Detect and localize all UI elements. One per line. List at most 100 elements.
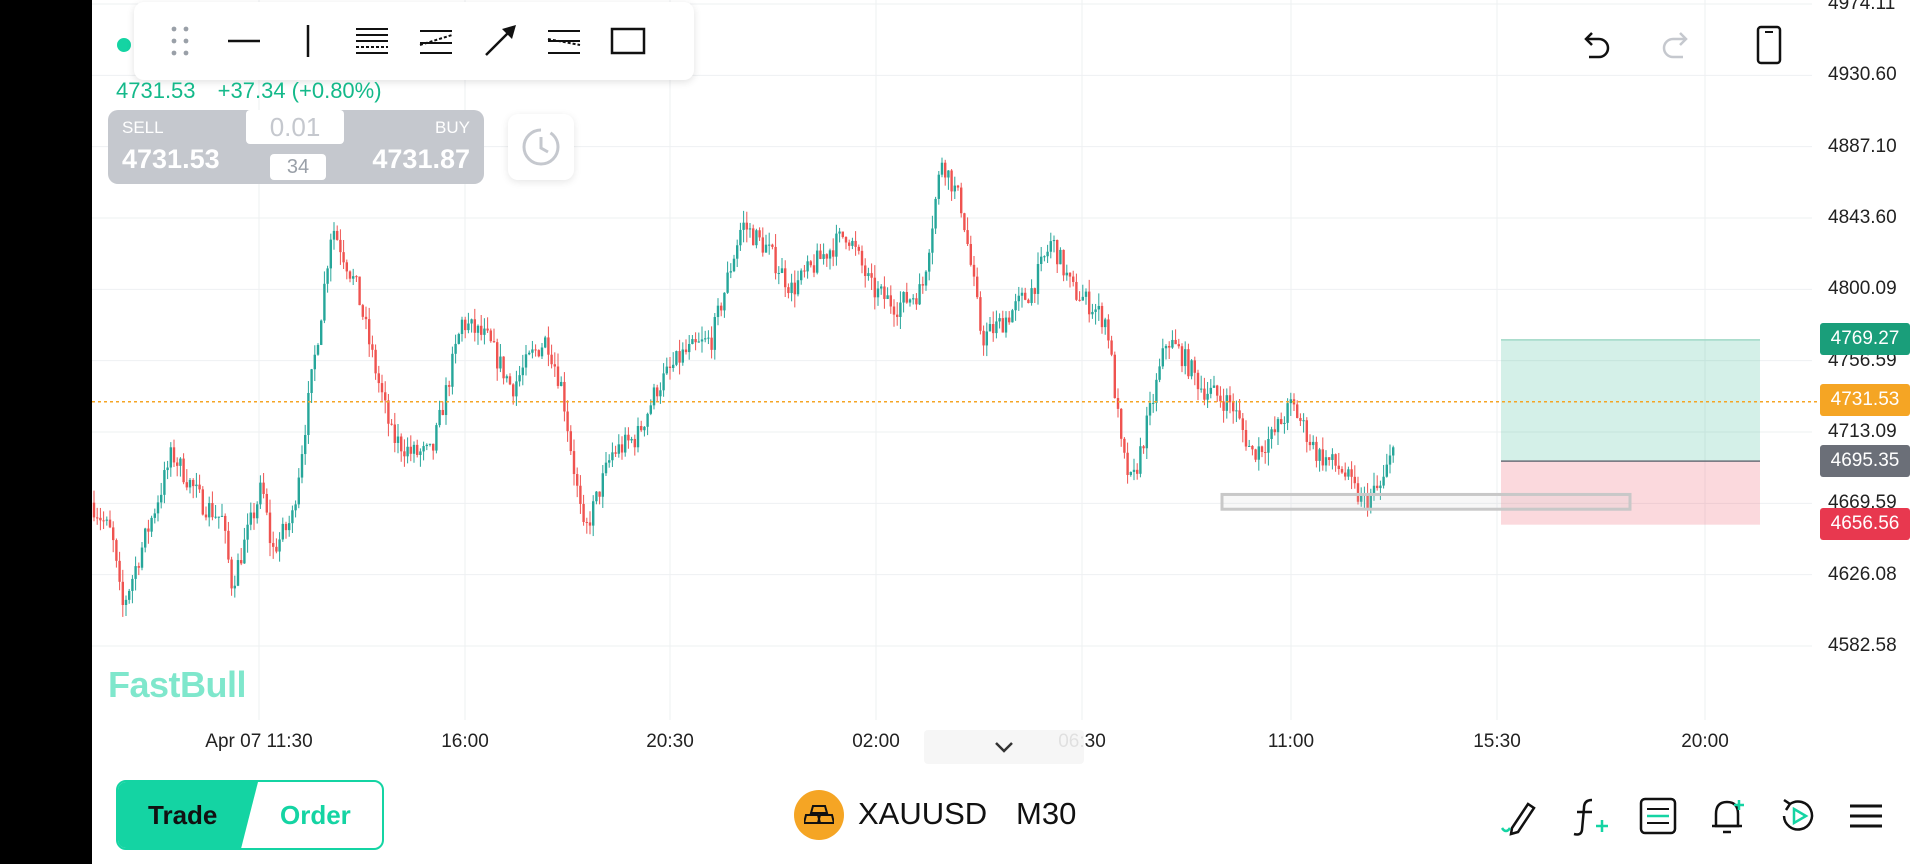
history-clock-button[interactable] [508, 114, 574, 180]
replay-button[interactable] [1774, 792, 1822, 840]
candle-body [1040, 256, 1043, 264]
candle-body [416, 444, 419, 455]
candle-body [470, 319, 473, 324]
stop-loss-tag[interactable]: 4656.56 [1820, 508, 1910, 540]
rotate-screen-button[interactable] [1744, 20, 1794, 70]
candle-body [176, 462, 179, 466]
arrow-icon[interactable] [468, 11, 532, 71]
symbol-selector[interactable]: XAUUSD [858, 796, 988, 831]
candle-body [825, 254, 828, 259]
candle-body [774, 246, 777, 274]
candle-body [1235, 410, 1238, 412]
candle-body [256, 504, 259, 519]
candle-body [460, 319, 464, 335]
candle-body [928, 252, 931, 272]
drawing-tools-button[interactable] [1496, 792, 1544, 840]
fib-retracement-icon[interactable] [532, 11, 596, 71]
templates-button[interactable] [1634, 792, 1682, 840]
timeframe-selector[interactable]: M30 [1016, 796, 1077, 831]
candle-body [1280, 419, 1283, 424]
candle-body [828, 250, 832, 259]
take-profit-tag[interactable]: 4769.27 [1820, 323, 1910, 355]
candle-body [1350, 469, 1353, 477]
tab-trade[interactable]: Trade [148, 800, 218, 830]
candle-body [592, 501, 595, 526]
undo-button[interactable] [1570, 20, 1620, 70]
candle-body [508, 376, 512, 385]
price-chart[interactable] [92, 0, 1920, 766]
candle-body [982, 330, 985, 346]
spread-badge: 34 [270, 154, 326, 180]
vertical-line-icon[interactable] [276, 11, 340, 71]
candle-body [409, 446, 412, 454]
candle-body [390, 423, 393, 425]
parallel-channel-icon[interactable] [340, 11, 404, 71]
candle-body [246, 524, 249, 540]
phone-rotate-icon [1756, 25, 1782, 65]
candle-body [374, 349, 377, 374]
candle-body [588, 522, 592, 526]
candle-body [652, 387, 656, 406]
candle-body [464, 319, 467, 331]
candle-body [396, 436, 400, 443]
candle-body [764, 244, 768, 253]
candle-body [406, 446, 409, 457]
redo-icon [1662, 32, 1688, 59]
fib-fan-icon[interactable] [404, 11, 468, 71]
alerts-button[interactable] [1704, 792, 1752, 840]
candle-body [947, 170, 950, 178]
candle-body [1164, 345, 1168, 349]
sell-button[interactable]: 4731.53 [122, 144, 220, 174]
candle-body [1206, 393, 1209, 400]
candle-body [838, 231, 841, 234]
collapse-panel-button[interactable] [924, 730, 1084, 764]
candle-body [867, 273, 870, 277]
redo-button[interactable] [1652, 20, 1702, 70]
candle-body [1190, 360, 1193, 377]
candle-body [435, 425, 438, 451]
entry-price-tag[interactable]: 4695.35 [1820, 445, 1910, 477]
menu-button[interactable] [1842, 792, 1890, 840]
candle-body [393, 424, 396, 443]
candle-body [886, 295, 889, 299]
trade-order-toggle: Trade Order [116, 780, 384, 850]
candle-body [1078, 299, 1081, 301]
drag-handle-icon[interactable] [148, 11, 212, 71]
candle-body [576, 474, 579, 486]
clock-icon [522, 128, 560, 166]
candle-body [934, 198, 937, 229]
rectangle-icon[interactable] [596, 11, 660, 71]
stop-loss-zone [1501, 461, 1760, 525]
candle-body [118, 560, 121, 582]
candle-body [960, 187, 963, 214]
buy-label: BUY [435, 118, 470, 137]
candle-body [172, 447, 176, 463]
indicators-button[interactable] [1566, 792, 1614, 840]
buy-button[interactable]: 4731.87 [372, 144, 470, 174]
candle-body [678, 351, 681, 363]
candle-body [505, 376, 508, 379]
candle-body [835, 233, 838, 257]
candle-body [672, 364, 675, 368]
candle-body [310, 369, 313, 393]
candle-body [1286, 403, 1289, 423]
candle-body [1376, 485, 1379, 489]
candle-body [931, 228, 934, 253]
candle-body [1385, 464, 1388, 477]
tab-order[interactable]: Order [280, 800, 351, 830]
candle-body [547, 337, 550, 355]
candle-body [1126, 452, 1129, 475]
candle-body [140, 547, 144, 568]
candle-body [1219, 395, 1222, 402]
candle-body [1091, 311, 1094, 315]
horizontal-line-icon[interactable] [212, 11, 276, 71]
candle-body [595, 491, 598, 502]
candle-body [160, 494, 163, 503]
candle-body [1123, 438, 1126, 453]
candle-body [1232, 402, 1235, 412]
candle-body [169, 447, 172, 468]
candle-body [732, 258, 736, 272]
lot-size-input[interactable]: 0.01 [246, 110, 344, 144]
candle-body [1276, 419, 1280, 433]
candle-body [284, 523, 288, 531]
